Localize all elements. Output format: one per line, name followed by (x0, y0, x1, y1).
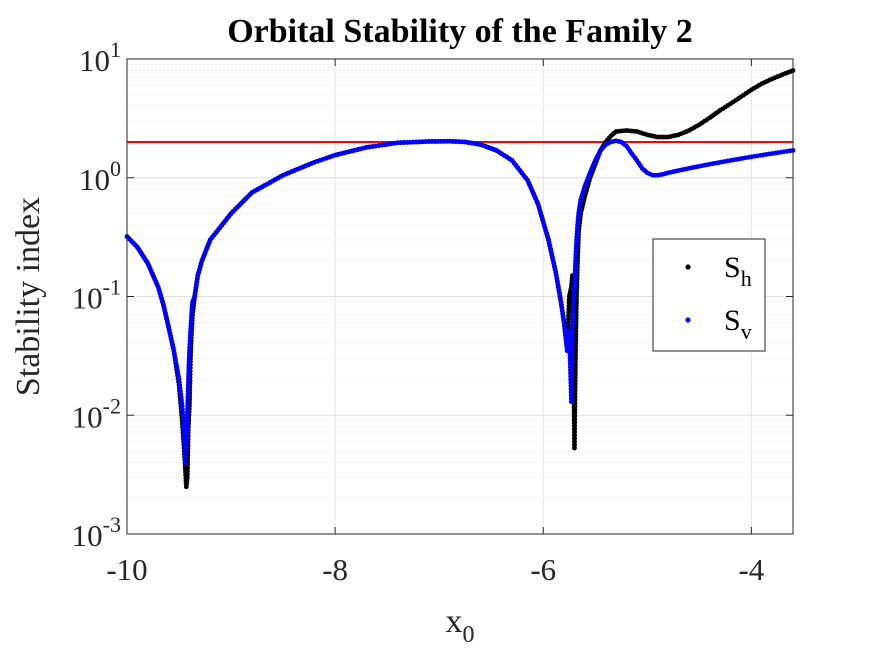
data-layer (124, 68, 796, 490)
legend-label: Sv (724, 304, 752, 344)
axis-ticks: -10 -8 -6 -4 10-3 10-2 10-1 100 101 (72, 37, 793, 587)
y-tick-label: 10-1 (72, 275, 121, 316)
legend-marker (685, 317, 691, 323)
x-axis-label: x0 (446, 603, 475, 648)
legend: Sh Sv (652, 238, 766, 352)
legend-marker (685, 264, 691, 270)
legend-box (652, 238, 766, 352)
grid (126, 58, 793, 535)
series-Sv (124, 138, 796, 465)
y-tick-label: 10-3 (72, 512, 121, 553)
y-tick-label: 101 (79, 37, 121, 78)
x-tick-label: -10 (106, 552, 147, 587)
x-axis-label-base: x (446, 603, 463, 640)
legend-label: Sh (724, 251, 752, 291)
chart-title: Orbital Stability of the Family 2 (227, 13, 693, 50)
y-tick-label: 10-2 (72, 393, 121, 434)
x-tick-label: -8 (322, 552, 348, 587)
y-axis-label: Stability index (10, 197, 47, 396)
y-tick-label: 100 (79, 156, 121, 197)
x-tick-label: -6 (530, 552, 556, 587)
x-axis-label-sub: 0 (463, 622, 475, 648)
x-tick-label: -4 (738, 552, 764, 587)
